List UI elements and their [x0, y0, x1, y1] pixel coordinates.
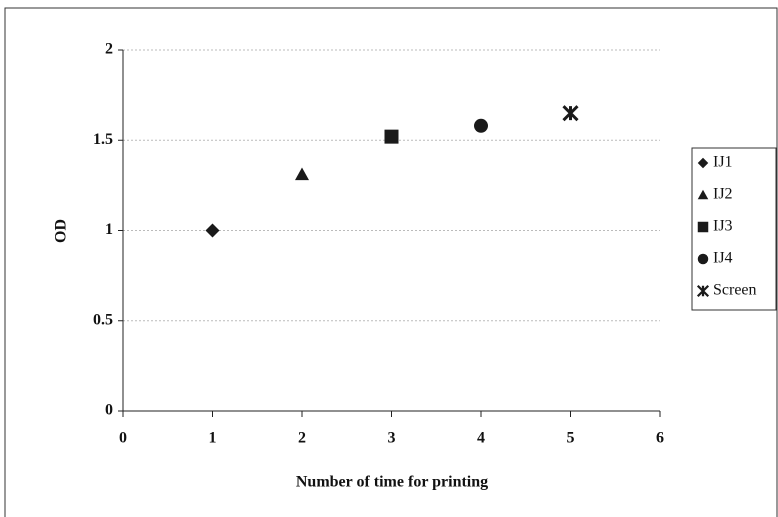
y-tick-label: 1.5	[93, 131, 113, 148]
legend-marker	[697, 221, 709, 233]
point	[205, 223, 220, 238]
x-tick-label: 4	[477, 430, 485, 447]
legend-label: IJ1	[713, 154, 733, 171]
legend-marker	[697, 157, 709, 169]
legend-label: IJ2	[713, 186, 733, 203]
x-tick-label: 3	[388, 430, 396, 447]
legend-marker	[697, 253, 709, 265]
legend-label: Screen	[713, 282, 757, 299]
y-tick-label: 1	[105, 221, 113, 238]
point	[295, 167, 309, 181]
legend-marker	[696, 284, 710, 298]
x-tick-label: 1	[209, 430, 217, 447]
point	[384, 129, 399, 144]
x-tick-label: 6	[656, 430, 664, 447]
y-tick-label: 0	[105, 402, 113, 419]
x-tick-label: 0	[119, 430, 127, 447]
x-tick-label: 2	[298, 430, 306, 447]
x-axis-label: Number of time for printing	[296, 474, 488, 491]
y-tick-label: 2	[105, 41, 113, 58]
legend-marker	[697, 189, 709, 200]
y-axis-label: OD	[53, 219, 70, 243]
point	[474, 118, 488, 133]
x-tick-label: 5	[567, 430, 575, 447]
chart-frame	[4, 7, 778, 517]
y-tick-label: 0.5	[93, 311, 113, 328]
point	[562, 105, 579, 122]
legend-label: IJ3	[713, 218, 733, 235]
legend-label: IJ4	[713, 250, 733, 267]
